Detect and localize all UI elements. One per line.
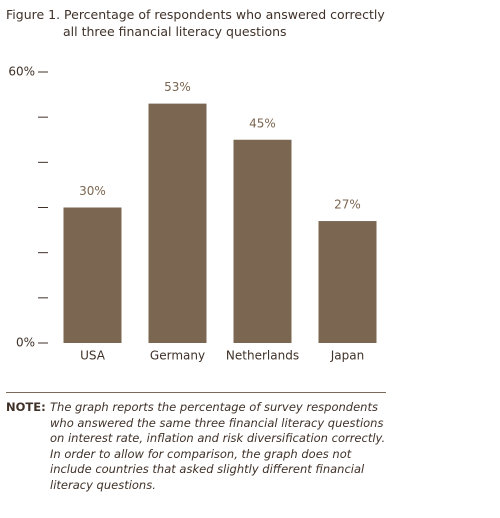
x-tick-label: USA: [80, 349, 106, 363]
note-label: NOTE:: [6, 400, 46, 414]
value-label: 27%: [334, 198, 361, 212]
bar: [318, 221, 377, 343]
y-tick-label: 60%: [8, 65, 35, 79]
separator: [6, 392, 386, 393]
x-tick-label: Netherlands: [226, 349, 299, 363]
note-text: The graph reports the percentage of surv…: [50, 400, 386, 492]
chart-title: Figure 1. Percentage of respondents who …: [6, 7, 385, 39]
y-tick-label: 0%: [16, 336, 35, 350]
bar: [63, 207, 122, 343]
chart: 0% 60% USA 30% Germany 53% Netherlands 45% Japan…: [8, 65, 377, 363]
bar: [233, 139, 292, 343]
value-label: 53%: [164, 80, 191, 94]
x-tick-label: Japan: [330, 349, 364, 363]
value-label: 45%: [249, 116, 276, 130]
bar: [148, 103, 207, 343]
value-label: 30%: [79, 184, 106, 198]
note: NOTE: The graph reports the percentage o…: [6, 400, 391, 493]
x-tick-label: Germany: [150, 349, 205, 363]
